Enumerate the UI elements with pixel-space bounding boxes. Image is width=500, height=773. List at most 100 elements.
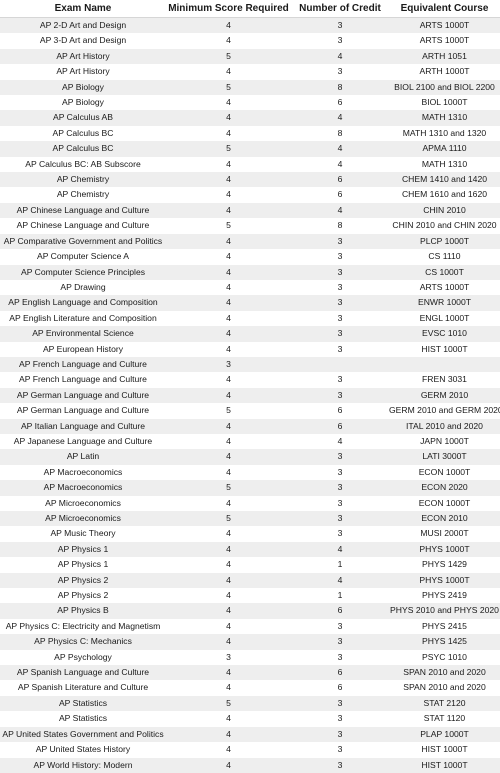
- minimum-score-cell: 5: [166, 48, 291, 65]
- minimum-score-cell: 4: [166, 665, 291, 681]
- table-row: AP Macroeconomics 4 3 ECON 1000T: [0, 464, 500, 481]
- header-equivalent-course: Equivalent Course: [389, 0, 500, 18]
- minimum-score-cell: 4: [166, 326, 291, 342]
- table-row: AP Computer Science Principles 4 3 CS 1000T: [0, 264, 500, 280]
- minimum-score-cell: 5: [166, 403, 291, 419]
- minimum-score-cell: 4: [166, 202, 291, 219]
- credit-cell: 3: [291, 464, 389, 481]
- exam-name-cell: AP United States History: [0, 742, 166, 758]
- minimum-score-cell: 4: [166, 634, 291, 650]
- minimum-score-cell: 5: [166, 218, 291, 234]
- credit-cell: 3: [291, 495, 389, 511]
- exam-name-cell: AP Drawing: [0, 279, 166, 296]
- equivalent-course-cell: STAT 1120: [389, 711, 500, 727]
- equivalent-course-cell: ARTS 1000T: [389, 17, 500, 34]
- table-row: AP Art History 5 4 ARTH 1051: [0, 48, 500, 65]
- equivalent-course-cell: CS 1000T: [389, 264, 500, 280]
- equivalent-course-cell: HIST 1000T: [389, 742, 500, 758]
- credit-cell: 4: [291, 156, 389, 173]
- exam-name-cell: AP Calculus AB: [0, 110, 166, 126]
- equivalent-course-cell: MATH 1310 and 1320: [389, 125, 500, 142]
- exam-name-cell: AP Latin: [0, 449, 166, 465]
- exam-name-cell: AP Physics C: Mechanics: [0, 634, 166, 650]
- credit-cell: 3: [291, 326, 389, 342]
- exam-name-cell: AP Physics 1: [0, 557, 166, 573]
- equivalent-course-cell: CHEM 1410 and 1420: [389, 172, 500, 188]
- credit-cell: 3: [291, 341, 389, 357]
- credit-cell: 3: [291, 526, 389, 542]
- credit-cell: 3: [291, 480, 389, 496]
- equivalent-course-cell: MATH 1310: [389, 156, 500, 173]
- minimum-score-cell: 4: [166, 726, 291, 743]
- credit-cell: 4: [291, 572, 389, 589]
- minimum-score-cell: 5: [166, 695, 291, 712]
- header-minimum-score: Minimum Score Required: [166, 0, 291, 18]
- table-row: AP Physics C: Electricity and Magnetism 4…: [0, 618, 500, 635]
- minimum-score-cell: 3: [166, 356, 291, 373]
- table-row: AP Physics 2 4 4 PHYS 1000T: [0, 572, 500, 589]
- credit-cell: 3: [291, 17, 389, 34]
- table-row: AP Calculus BC 4 8 MATH 1310 and 1320: [0, 125, 500, 142]
- exam-name-cell: AP Comparative Government and Politics: [0, 233, 166, 250]
- exam-name-cell: AP Spanish Language and Culture: [0, 665, 166, 681]
- table-row: AP Physics C: Mechanics 4 3 PHYS 1425: [0, 634, 500, 650]
- credit-cell: 6: [291, 95, 389, 111]
- exam-name-cell: AP Physics 1: [0, 541, 166, 558]
- table-row: AP Psychology 3 3 PSYC 1010: [0, 649, 500, 666]
- exam-name-cell: AP Art History: [0, 64, 166, 80]
- credit-cell: 3: [291, 511, 389, 527]
- exam-name-cell: AP Macroeconomics: [0, 480, 166, 496]
- table-row: AP Calculus BC 5 4 APMA 1110: [0, 141, 500, 157]
- minimum-score-cell: 4: [166, 572, 291, 589]
- table-row: AP Biology 4 6 BIOL 1000T: [0, 95, 500, 111]
- table-row: AP Spanish Language and Culture 4 6 SPAN 20…: [0, 665, 500, 681]
- table-row: AP Drawing 4 3 ARTS 1000T: [0, 279, 500, 296]
- table-row: AP French Language and Culture 3: [0, 356, 500, 373]
- exam-name-cell: AP Calculus BC: AB Subscore: [0, 156, 166, 173]
- credit-cell: 6: [291, 187, 389, 203]
- exam-name-cell: AP 3-D Art and Design: [0, 33, 166, 49]
- minimum-score-cell: 4: [166, 110, 291, 126]
- equivalent-course-cell: ARTS 1000T: [389, 33, 500, 49]
- exam-name-cell: AP United States Government and Politics: [0, 726, 166, 743]
- minimum-score-cell: 4: [166, 295, 291, 311]
- exam-name-cell: AP French Language and Culture: [0, 372, 166, 388]
- table-header: Exam Name Minimum Score Required Number …: [0, 0, 500, 18]
- exam-name-cell: AP Computer Science Principles: [0, 264, 166, 280]
- credit-cell: 6: [291, 418, 389, 434]
- credit-cell: [291, 356, 389, 373]
- credit-cell: 3: [291, 310, 389, 327]
- exam-name-cell: AP Japanese Language and Culture: [0, 433, 166, 450]
- table-row: AP Italian Language and Culture 4 6 ITAL 20…: [0, 418, 500, 434]
- exam-name-cell: AP German Language and Culture: [0, 403, 166, 419]
- credit-cell: 6: [291, 680, 389, 696]
- table-row: AP Statistics 5 3 STAT 2120: [0, 695, 500, 712]
- table-row: AP United States Government and Politics…: [0, 726, 500, 743]
- minimum-score-cell: 4: [166, 757, 291, 773]
- minimum-score-cell: 4: [166, 433, 291, 450]
- minimum-score-cell: 4: [166, 33, 291, 49]
- table-row: AP Chinese Language and Culture 4 4 CHIN 20…: [0, 202, 500, 219]
- credit-cell: 4: [291, 202, 389, 219]
- minimum-score-cell: 4: [166, 233, 291, 250]
- credit-cell: 3: [291, 249, 389, 265]
- table-row: AP Music Theory 4 3 MUSI 2000T: [0, 526, 500, 542]
- table-row: AP 2-D Art and Design 4 3 ARTS 1000T: [0, 17, 500, 34]
- table-row: AP English Literature and Composition 4 3 E…: [0, 310, 500, 327]
- credit-cell: 3: [291, 618, 389, 635]
- credit-cell: 3: [291, 742, 389, 758]
- exam-name-cell: AP Biology: [0, 95, 166, 111]
- equivalent-course-cell: SPAN 2010 and 2020: [389, 680, 500, 696]
- minimum-score-cell: 4: [166, 742, 291, 758]
- table-row: AP Macroeconomics 5 3 ECON 2020: [0, 480, 500, 496]
- equivalent-course-cell: PSYC 1010: [389, 649, 500, 666]
- exam-name-cell: AP Calculus BC: [0, 141, 166, 157]
- equivalent-course-cell: ARTH 1000T: [389, 64, 500, 80]
- minimum-score-cell: 4: [166, 341, 291, 357]
- table-row: AP Physics 1 4 1 PHYS 1429: [0, 557, 500, 573]
- equivalent-course-cell: EVSC 1010: [389, 326, 500, 342]
- equivalent-course-cell: PHYS 2010 and PHYS 2020: [389, 603, 500, 619]
- equivalent-course-cell: ITAL 2010 and 2020: [389, 418, 500, 434]
- table-row: AP Comparative Government and Politics 4 3…: [0, 233, 500, 250]
